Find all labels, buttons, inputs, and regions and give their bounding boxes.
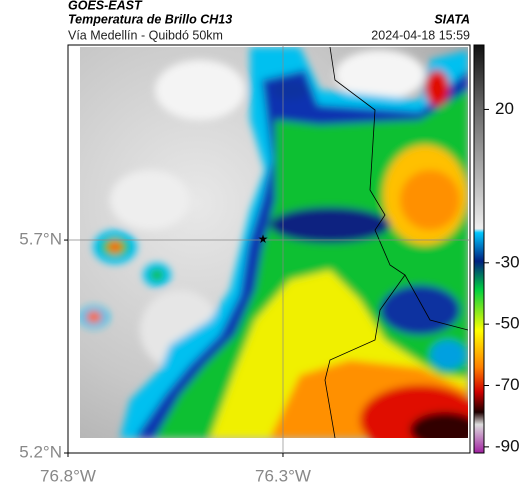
colorbar-tick-label: -30 bbox=[495, 252, 520, 271]
colorbar-tick-label: -70 bbox=[495, 375, 520, 394]
colorbar-tick-label: -50 bbox=[495, 314, 520, 333]
colorbar-tick-label: 20 bbox=[495, 99, 514, 118]
y-tick-label: 5.7°N bbox=[19, 230, 62, 249]
colorbar-tick-label: -90 bbox=[495, 436, 520, 455]
imagery bbox=[80, 47, 468, 438]
route: Vía Medellín - Quibdó 50km bbox=[68, 28, 223, 42]
agency: SIATA bbox=[434, 12, 470, 26]
source: GOES-EAST bbox=[68, 0, 143, 12]
product: Temperatura de Brillo CH13 bbox=[68, 12, 232, 26]
colorbar bbox=[473, 44, 485, 454]
station-marker: ★ bbox=[258, 232, 269, 246]
x-tick-label: 76.3°W bbox=[255, 466, 311, 485]
x-tick-label: 76.8°W bbox=[40, 466, 96, 485]
y-tick-label: 5.2°N bbox=[19, 442, 62, 461]
timestamp: 2024-04-18 15:59 bbox=[371, 28, 470, 42]
